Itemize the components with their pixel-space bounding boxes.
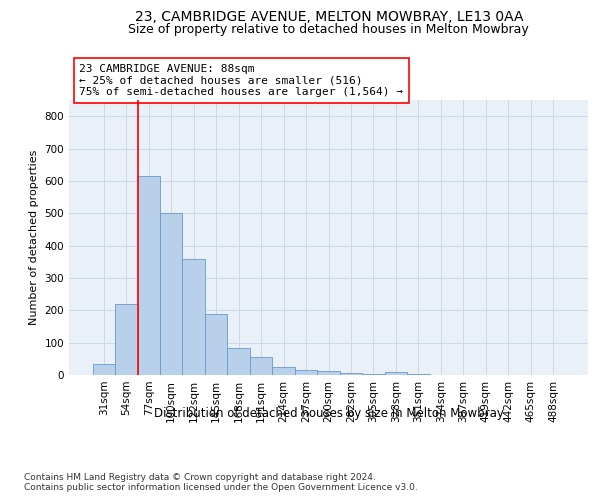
Bar [92, 364, 115, 375]
Text: 23 CAMBRIDGE AVENUE: 88sqm
← 25% of detached houses are smaller (516)
75% of sem: 23 CAMBRIDGE AVENUE: 88sqm ← 25% of deta… [79, 64, 403, 97]
Bar [137, 176, 160, 375]
Text: Contains HM Land Registry data © Crown copyright and database right 2024.
Contai: Contains HM Land Registry data © Crown c… [24, 472, 418, 492]
Text: Size of property relative to detached houses in Melton Mowbray: Size of property relative to detached ho… [128, 22, 529, 36]
Bar [160, 213, 182, 375]
Bar [362, 374, 385, 375]
Bar [317, 371, 340, 375]
Text: 23, CAMBRIDGE AVENUE, MELTON MOWBRAY, LE13 0AA: 23, CAMBRIDGE AVENUE, MELTON MOWBRAY, LE… [134, 10, 523, 24]
Bar [295, 370, 317, 375]
Bar [250, 357, 272, 375]
Bar [227, 348, 250, 375]
Bar [407, 374, 430, 375]
Bar [385, 372, 407, 375]
Bar [272, 367, 295, 375]
Text: Distribution of detached houses by size in Melton Mowbray: Distribution of detached houses by size … [154, 408, 504, 420]
Bar [182, 258, 205, 375]
Bar [205, 314, 227, 375]
Y-axis label: Number of detached properties: Number of detached properties [29, 150, 39, 325]
Bar [340, 374, 362, 375]
Bar [115, 304, 137, 375]
